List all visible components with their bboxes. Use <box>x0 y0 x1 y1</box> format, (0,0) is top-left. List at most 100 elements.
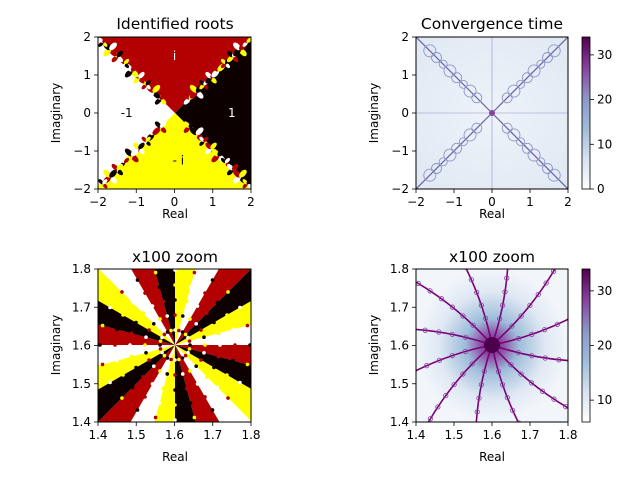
panel-identified-roots: Identified roots i -1 1 - i −2 −1 0 1 2 2 1 0 −1−2 … <box>49 15 255 221</box>
boundary-loop <box>542 52 553 63</box>
x-tick-label: 1.7 <box>520 428 539 442</box>
boundary-bead <box>202 350 206 355</box>
x-tick-label: 1 <box>526 195 534 209</box>
boundary-bead <box>216 331 221 336</box>
basin-lobe <box>238 169 247 178</box>
boundary-bead <box>231 327 235 332</box>
boundary-loop <box>443 392 449 399</box>
basin-lobe <box>203 84 209 90</box>
boundary-bead <box>238 380 242 385</box>
boundary-bead <box>165 372 170 376</box>
basin-lobe <box>205 147 212 155</box>
basin-lobe <box>199 84 205 90</box>
boundary-loop <box>536 157 546 167</box>
root-label: 1 <box>228 106 236 120</box>
x-tick-label: 1 <box>209 195 217 209</box>
boundary-loop <box>458 79 468 89</box>
basin-lobe <box>220 161 227 168</box>
boundary-bead <box>199 358 203 362</box>
basin-lobe <box>152 90 161 99</box>
colorbar <box>581 268 591 423</box>
colorbar-tick-label: 10 <box>597 137 612 151</box>
colorbar-ticks: 30 20 10 <box>590 284 612 407</box>
basin-lobe <box>138 147 145 155</box>
boundary-bead <box>248 343 251 347</box>
boundary-bead <box>134 365 138 370</box>
boundary-bead <box>199 328 203 332</box>
boundary-loop <box>409 327 413 331</box>
boundary-bead <box>173 328 177 332</box>
boundary-filament <box>475 344 493 422</box>
boundary-bead <box>151 364 156 369</box>
basin-lobe <box>152 133 161 142</box>
basin-lobe <box>145 80 151 86</box>
boundary-bead <box>161 299 166 304</box>
basin-lobe <box>102 41 108 47</box>
basin-lobe <box>226 55 234 63</box>
basin-lobe <box>233 169 241 178</box>
x-tick-label: 1.4 <box>406 428 425 442</box>
boundary-loop <box>554 321 560 327</box>
boundary-loop <box>460 371 466 377</box>
boundary-filament <box>465 269 493 346</box>
basin-lobe <box>205 76 212 84</box>
basin-lobe <box>159 93 167 100</box>
boundary-bead <box>143 291 147 295</box>
boundary-bead <box>203 343 207 347</box>
basin-sector <box>98 345 175 422</box>
boundary-bead <box>231 358 235 363</box>
basin-lobe <box>210 142 217 150</box>
boundary-loop <box>556 357 562 363</box>
boundary-loop <box>438 296 445 302</box>
colorbar-tick-label: 0 <box>597 182 605 196</box>
boundary-bead <box>144 350 148 355</box>
colorbar-tick-label: 30 <box>597 284 612 298</box>
basin-lobe <box>231 55 239 63</box>
boundary-bead <box>216 354 221 359</box>
basin-lobe <box>217 69 226 78</box>
x-axis-label: Real <box>479 450 505 464</box>
boundary-filament <box>491 344 520 422</box>
y-tick-label: 1.6 <box>390 339 409 353</box>
boundary-bead <box>195 304 200 308</box>
boundary-loop <box>478 382 484 388</box>
basin-lobe <box>138 76 145 84</box>
boundary-loop <box>539 388 546 394</box>
x-tick-label: 0 <box>488 195 496 209</box>
boundary-bead <box>143 343 147 347</box>
basin-lobe <box>220 62 227 69</box>
basin-lobe <box>138 71 145 79</box>
boundary-loop <box>443 64 457 78</box>
boundary-bead <box>180 356 185 360</box>
basin-lobe <box>154 98 162 105</box>
boundary-bead <box>177 357 181 362</box>
boundary-bead <box>187 339 192 343</box>
basin-lobe <box>145 136 151 142</box>
colorbar-tick-label: 20 <box>597 339 612 353</box>
boundary-loop <box>516 137 526 147</box>
y-tick-label: −1 <box>73 144 91 158</box>
basin-lobe <box>111 55 119 63</box>
boundary-bead <box>173 358 177 362</box>
basin-lobe <box>103 48 112 57</box>
boundary-filament <box>491 269 509 346</box>
boundary-loop <box>527 302 533 309</box>
boundary-loop <box>451 381 457 388</box>
panel-title: x100 zoom <box>132 248 218 266</box>
boundary-bead <box>135 408 140 412</box>
basin-lobe <box>242 183 248 189</box>
colorbar-tick-label: 30 <box>597 48 612 62</box>
basin-sector <box>175 269 196 345</box>
basin-lobe <box>109 48 117 57</box>
boundary-loop <box>516 420 522 422</box>
x-tick-label: −1 <box>445 195 463 209</box>
basin-lobe <box>109 169 117 178</box>
boundary-bead <box>173 298 177 302</box>
basin-sector <box>154 345 175 422</box>
basin-lobe <box>226 168 234 176</box>
boundary-loop <box>527 64 541 78</box>
boundary-loop <box>515 350 521 356</box>
basin-lobe <box>199 140 205 146</box>
colorbar <box>581 36 591 190</box>
